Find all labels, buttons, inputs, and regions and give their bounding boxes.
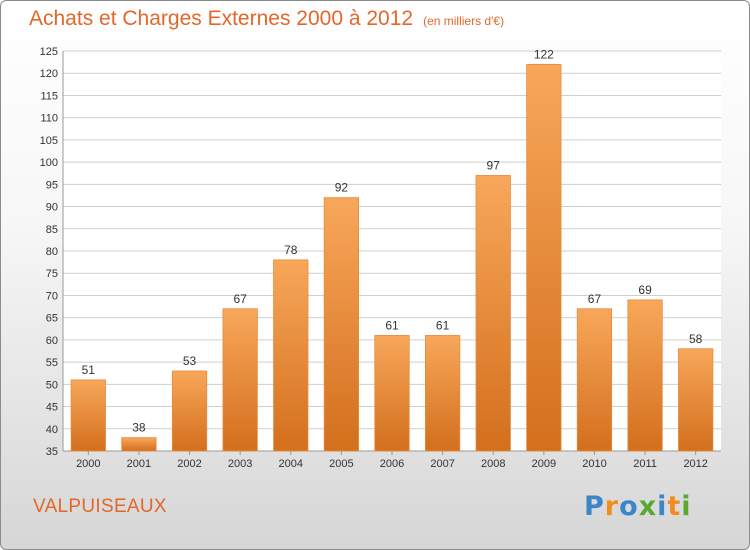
x-tick-label: 2012 [683,458,707,470]
x-tick-label: 2007 [430,458,454,470]
bar [576,308,613,452]
x-tick-label: 2005 [329,458,353,470]
data-label: 122 [534,47,554,61]
proxiti-logo: Proxiti [584,491,692,522]
x-tick-label: 2009 [532,458,556,470]
bar [70,379,106,452]
x-tick-label: 2006 [380,458,404,470]
data-label: 38 [132,421,146,435]
y-tick-label: 45 [46,402,58,414]
y-tick-label: 75 [46,268,58,280]
bar [374,335,410,452]
bar [222,308,258,452]
y-tick-label: 100 [40,157,58,169]
chart-title: Achats et Charges Externes 2000 à 2012 (e… [29,7,504,31]
y-tick-label: 85 [46,224,58,236]
x-tick-label: 2010 [582,458,606,470]
bar [627,299,663,452]
bar [425,335,461,452]
x-tick-label: 2011 [633,458,657,470]
y-tick-label: 60 [46,335,58,347]
x-tick-label: 2002 [177,458,201,470]
y-tick-label: 55 [46,357,58,369]
y-tick-label: 105 [40,135,58,147]
x-tick-label: 2000 [76,458,100,470]
data-label: 61 [385,318,399,332]
data-label: 53 [183,354,197,368]
data-label: 61 [436,318,450,332]
bar [121,437,157,452]
x-tick-label: 2003 [228,458,252,470]
x-tick-label: 2008 [481,458,505,470]
y-tick-label: 50 [46,379,58,391]
data-label: 67 [588,292,602,306]
x-tick-label: 2001 [127,458,151,470]
bar [475,175,511,452]
data-label: 78 [284,243,298,257]
y-tick-label: 80 [46,246,58,258]
bar [323,197,359,452]
y-tick-label: 115 [40,90,58,102]
y-tick-label: 40 [46,424,58,436]
y-tick-label: 125 [40,46,58,58]
y-tick-label: 70 [46,290,58,302]
y-tick-label: 90 [46,202,58,214]
y-tick-label: 35 [46,446,58,458]
data-label: 58 [689,332,703,346]
bar [526,63,562,452]
chart-unit: (en milliers d'€) [423,14,505,28]
bar [171,370,208,452]
x-tick-label: 2004 [279,458,303,470]
data-label: 51 [82,363,96,377]
bar [273,259,309,452]
y-tick-label: 95 [46,179,58,191]
y-tick-label: 120 [40,68,58,80]
chart-title-text: Achats et Charges Externes 2000 à 2012 [29,7,414,30]
bar [678,348,714,452]
data-label: 69 [638,283,652,297]
commune-name: VALPUISEAUX [33,496,167,517]
data-label: 67 [233,292,247,306]
y-tick-label: 65 [46,313,58,325]
data-label: 92 [335,181,349,195]
y-tick-label: 110 [40,113,58,125]
data-label: 97 [487,158,501,172]
